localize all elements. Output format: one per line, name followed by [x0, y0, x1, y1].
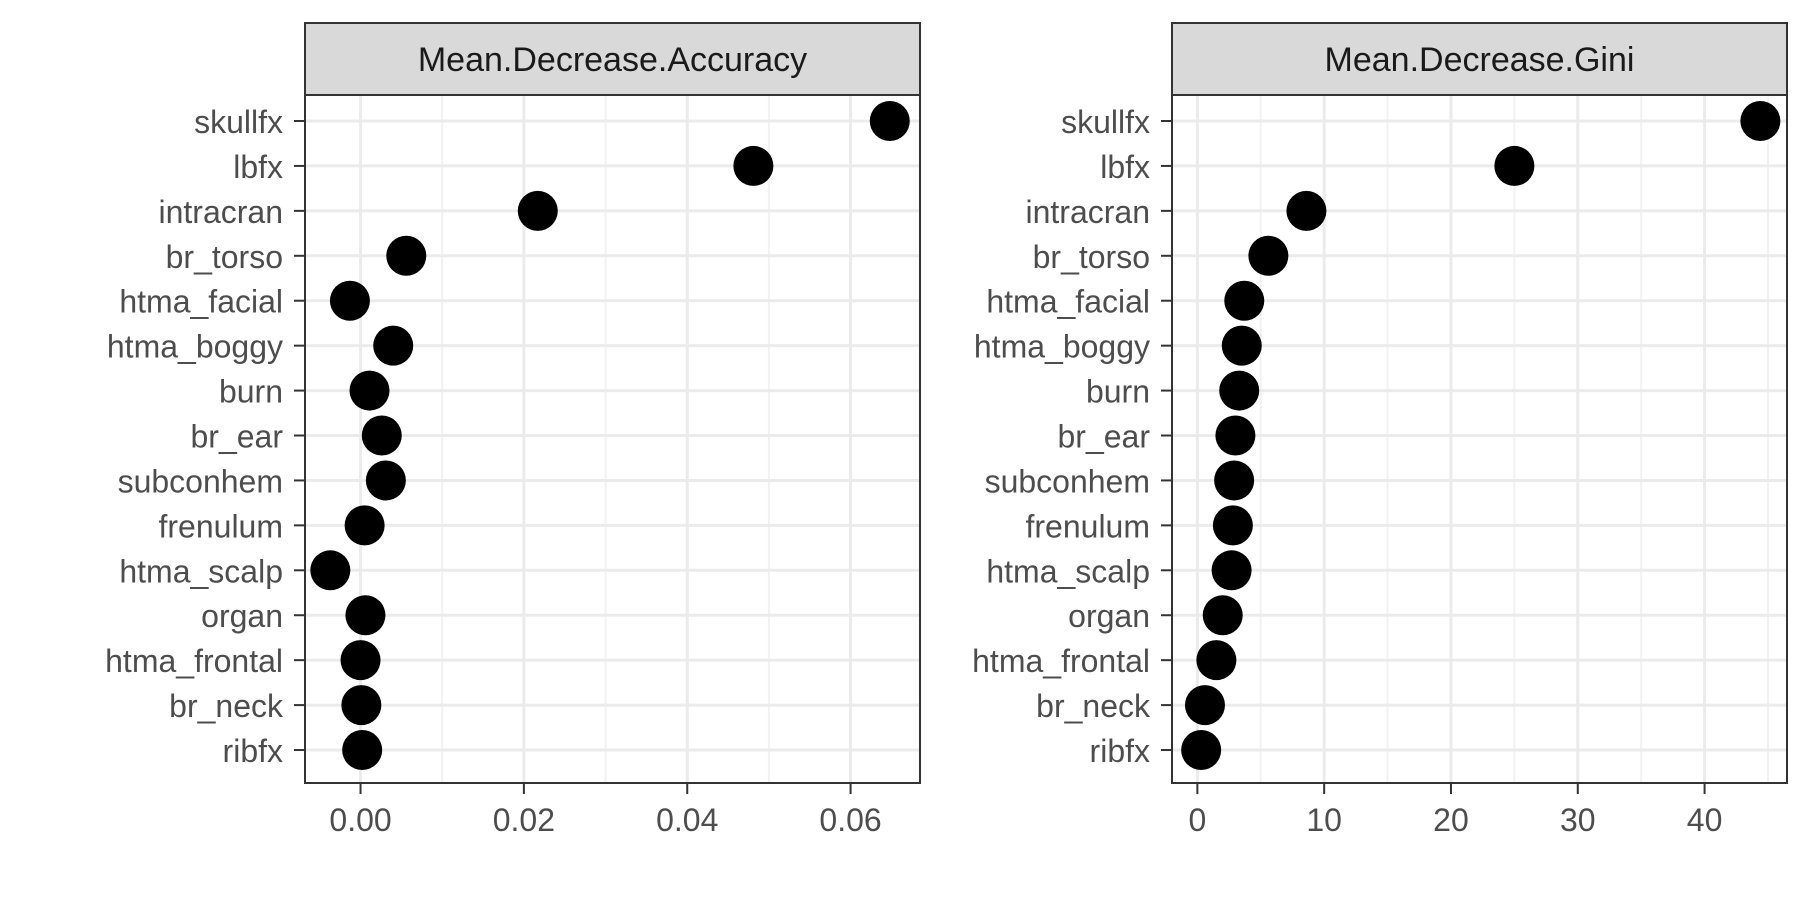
y-tick-label: htma_frontal: [972, 643, 1150, 679]
y-tick-label: br_ear: [191, 419, 284, 455]
data-point-organ: [1202, 595, 1243, 636]
data-point-br-neck: [341, 685, 382, 726]
y-tick-label: intracran: [159, 194, 284, 230]
data-point-lbfx: [1494, 145, 1535, 186]
facet-title: Mean.Decrease.Accuracy: [418, 41, 807, 79]
data-point-br-torso: [1248, 235, 1289, 276]
data-point-burn: [349, 370, 390, 411]
y-tick-label: burn: [219, 374, 283, 410]
facet-strip: [304, 22, 921, 96]
y-tick-label: br_ear: [1058, 419, 1151, 455]
data-point-frenulum: [1212, 505, 1253, 546]
facet-strip: [1171, 22, 1788, 96]
y-tick-label: htma_frontal: [105, 643, 283, 679]
data-point-frenulum: [344, 505, 385, 546]
y-tick-label: organ: [201, 598, 283, 634]
x-tick-label: 0.06: [819, 802, 881, 838]
y-tick-label: ribfx: [223, 733, 283, 769]
y-tick-label: subconhem: [985, 463, 1150, 499]
y-tick-label: lbfx: [233, 149, 283, 185]
y-tick-label: intracran: [1026, 194, 1151, 230]
y-tick-label: htma_facial: [986, 284, 1150, 320]
y-tick-label: br_torso: [166, 239, 283, 275]
x-tick-label: 0.02: [493, 802, 555, 838]
y-tick-label: htma_scalp: [119, 553, 283, 589]
data-point-lbfx: [733, 145, 774, 186]
data-point-skullfx: [1740, 101, 1781, 141]
data-point-htma-facial: [329, 280, 370, 321]
data-point-htma-boggy: [1221, 325, 1262, 366]
x-tick-label: 30: [1560, 802, 1596, 838]
y-tick-label: skullfx: [194, 104, 283, 140]
data-point-organ: [345, 595, 386, 636]
data-point-htma-frontal: [340, 640, 381, 681]
y-tick-label: frenulum: [159, 508, 284, 544]
panel-background: [1172, 95, 1787, 783]
x-tick-label: 0.04: [656, 802, 718, 838]
data-point-br-ear: [1215, 415, 1256, 456]
y-tick-label: skullfx: [1061, 104, 1150, 140]
x-tick-label: 20: [1433, 802, 1469, 838]
data-point-skullfx: [869, 101, 910, 141]
data-point-intracran: [1286, 190, 1327, 231]
x-tick-label: 0: [1188, 802, 1206, 838]
data-point-htma-facial: [1224, 280, 1265, 321]
data-point-htma-frontal: [1196, 640, 1237, 681]
y-tick-label: frenulum: [1026, 508, 1151, 544]
data-point-intracran: [517, 190, 558, 231]
data-point-htma-boggy: [373, 325, 414, 366]
y-tick-label: htma_facial: [119, 284, 283, 320]
y-tick-label: htma_boggy: [107, 329, 283, 365]
y-tick-label: htma_scalp: [986, 553, 1150, 589]
data-point-br-torso: [386, 235, 427, 276]
y-tick-label: burn: [1086, 374, 1150, 410]
data-point-ribfx: [1181, 730, 1222, 771]
y-tick-label: br_neck: [169, 688, 284, 724]
facet-title: Mean.Decrease.Gini: [1325, 41, 1635, 79]
y-tick-label: lbfx: [1100, 149, 1150, 185]
x-tick-label: 0.00: [329, 802, 391, 838]
y-tick-label: br_torso: [1033, 239, 1150, 275]
data-point-subconhem: [1214, 460, 1255, 501]
data-point-br-ear: [361, 415, 402, 456]
data-point-ribfx: [342, 730, 383, 771]
x-tick-label: 10: [1306, 802, 1342, 838]
data-point-htma-scalp: [310, 550, 351, 591]
x-tick-label: 40: [1687, 802, 1723, 838]
data-point-burn: [1219, 370, 1260, 411]
y-tick-label: htma_boggy: [974, 329, 1150, 365]
data-point-subconhem: [365, 460, 406, 501]
y-tick-label: br_neck: [1036, 688, 1151, 724]
data-point-htma-scalp: [1211, 550, 1252, 591]
data-point-br-neck: [1184, 685, 1225, 726]
y-tick-label: ribfx: [1090, 733, 1150, 769]
y-tick-label: organ: [1068, 598, 1150, 634]
y-tick-label: subconhem: [118, 463, 283, 499]
